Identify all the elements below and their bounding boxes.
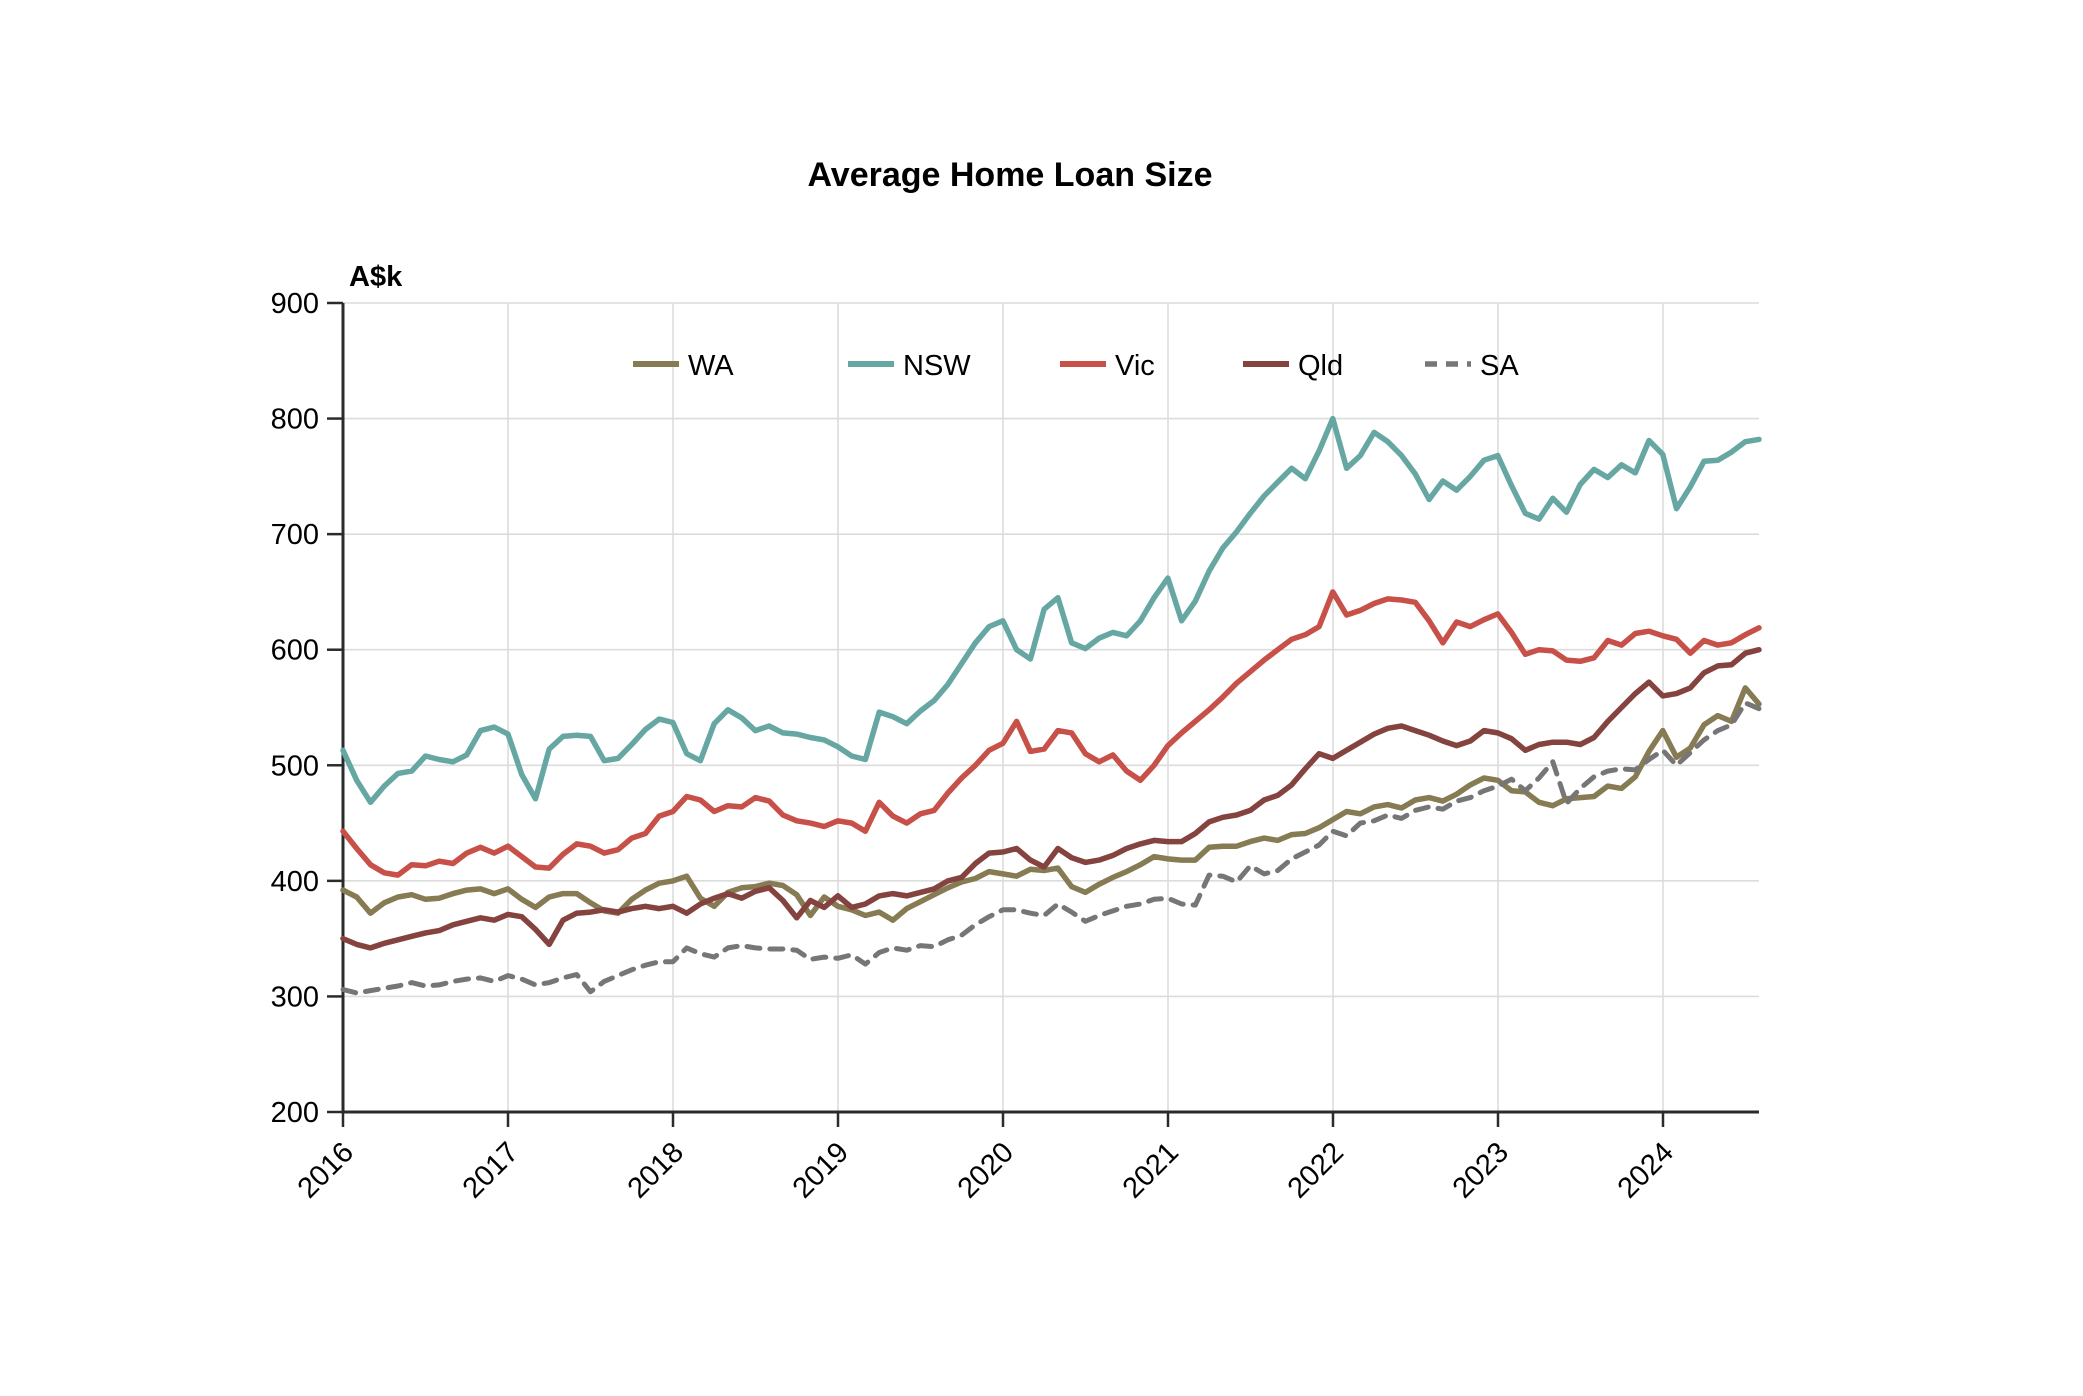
- legend-label-wa: WA: [688, 350, 734, 382]
- y-axis-unit-label: A$k: [349, 261, 403, 293]
- chart-title: Average Home Loan Size: [808, 156, 1213, 194]
- x-tick-label: 2024: [1612, 1136, 1680, 1204]
- legend-label-qld: Qld: [1298, 350, 1343, 382]
- legend-item-wa: WA: [633, 350, 734, 382]
- x-axis-tick-labels: 2016 2017 2018 2019 2020 2021 2022 2023 2024: [292, 1136, 1680, 1204]
- series-line-qld: [340, 646, 1762, 951]
- x-tick-label: 2018: [622, 1136, 690, 1204]
- gridlines: [343, 302, 1759, 1112]
- legend-label-nsw: NSW: [903, 350, 971, 382]
- y-tick-label: 900: [271, 288, 319, 320]
- legend-label-sa: SA: [1480, 350, 1519, 382]
- x-tick-label: 2023: [1447, 1136, 1515, 1204]
- series-line-vic: [340, 589, 1762, 878]
- y-tick-label: 300: [271, 981, 319, 1013]
- axes: [327, 301, 1759, 1127]
- x-tick-label: 2021: [1117, 1136, 1185, 1204]
- series-lines: [340, 415, 1762, 996]
- legend-label-vic: Vic: [1115, 350, 1155, 382]
- legend-item-sa: SA: [1425, 350, 1519, 382]
- series-line-sa: [340, 700, 1762, 996]
- x-tick-label: 2017: [457, 1136, 525, 1204]
- y-tick-label: 400: [271, 866, 319, 898]
- y-tick-label: 700: [271, 519, 319, 551]
- series-line-wa: [340, 685, 1762, 923]
- y-tick-label: 200: [271, 1097, 319, 1129]
- y-tick-label: 600: [271, 635, 319, 667]
- x-tick-label: 2020: [952, 1136, 1020, 1204]
- x-tick-label: 2016: [292, 1136, 360, 1204]
- legend-item-vic: Vic: [1060, 350, 1155, 382]
- chart-legend: WA NSW Vic Qld SA: [633, 350, 1519, 382]
- legend-item-qld: Qld: [1243, 350, 1343, 382]
- y-tick-label: 500: [271, 750, 319, 782]
- series-line-nsw: [340, 415, 1762, 806]
- legend-item-nsw: NSW: [848, 350, 971, 382]
- x-tick-label: 2019: [787, 1136, 855, 1204]
- x-tick-label: 2022: [1282, 1136, 1350, 1204]
- y-tick-label: 800: [271, 404, 319, 436]
- y-axis-tick-labels: 200 300 400 500 600 700 800 900: [271, 288, 319, 1129]
